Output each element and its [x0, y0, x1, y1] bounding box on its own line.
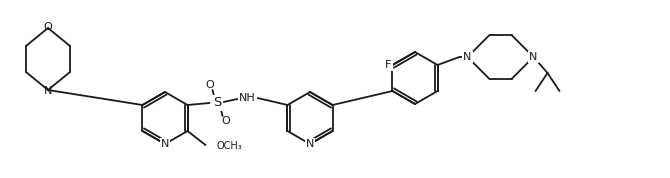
Text: NH: NH: [239, 93, 256, 103]
Text: N: N: [529, 52, 538, 62]
Text: S: S: [213, 96, 222, 109]
Text: N: N: [306, 139, 314, 149]
Text: OCH₃: OCH₃: [216, 141, 243, 151]
Text: O: O: [221, 116, 230, 126]
Text: N: N: [44, 86, 52, 96]
Text: F: F: [385, 60, 392, 70]
Text: N: N: [464, 52, 472, 62]
Text: N: N: [161, 139, 170, 149]
Text: O: O: [44, 22, 52, 32]
Text: O: O: [205, 80, 214, 90]
